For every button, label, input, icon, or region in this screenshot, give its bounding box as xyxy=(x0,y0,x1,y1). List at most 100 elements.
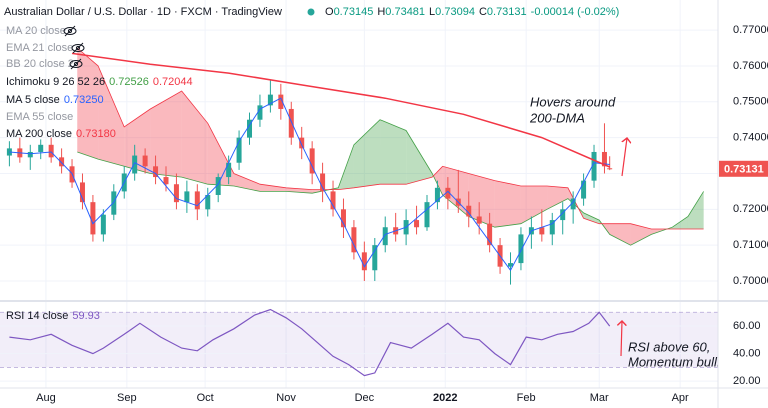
x-tick-label: Mar xyxy=(590,392,609,404)
x-tick-label: Nov xyxy=(276,392,296,404)
candle-body xyxy=(445,187,451,199)
moving-average xyxy=(9,97,610,272)
ohlc-value: 0.73094 xyxy=(435,6,475,18)
candle-body xyxy=(163,177,169,185)
candle-body xyxy=(607,168,613,170)
cloud-segment xyxy=(609,223,631,246)
candle-body xyxy=(591,151,597,181)
ohlc-label: L xyxy=(429,6,435,18)
candle-body xyxy=(267,94,273,106)
legend-hidden[interactable]: BB 20 close 2 xyxy=(6,58,74,70)
candle-body xyxy=(476,216,482,224)
title: Australian Dollar / U.S. Dollar · 1D · F… xyxy=(4,6,282,18)
candle-body xyxy=(132,155,138,174)
legend-hidden[interactable]: MA 20 close xyxy=(6,25,66,37)
legend-value: 0.72044 xyxy=(153,76,193,88)
cloud-segment xyxy=(630,223,652,246)
candle-body xyxy=(236,137,242,163)
ichimoku-span-b xyxy=(77,47,704,230)
cloud-segment xyxy=(259,184,287,192)
legend-hidden[interactable]: EMA 21 close xyxy=(6,42,73,54)
candle-body xyxy=(508,263,514,267)
ohlc-label: O xyxy=(325,6,334,18)
candle-body xyxy=(6,148,12,156)
ohlc-value: 0.73145 xyxy=(334,6,374,18)
candle-body xyxy=(466,205,472,217)
cloud-segment xyxy=(98,65,125,167)
candle-body xyxy=(153,166,159,178)
status-dot xyxy=(307,8,315,16)
legend-value: 0.73250 xyxy=(64,94,104,106)
candle-body xyxy=(320,173,326,192)
last-price-label: 0.73131 xyxy=(724,164,764,176)
time-scale-bg xyxy=(0,388,768,408)
last-price-tag xyxy=(719,160,768,177)
x-tick-label: 2022 xyxy=(433,392,457,404)
candle-body xyxy=(414,220,420,228)
ohlc-value: 0.73481 xyxy=(385,6,425,18)
cloud-segment xyxy=(77,48,99,160)
candle-body xyxy=(38,144,44,152)
candle-body xyxy=(278,94,284,109)
candle-body xyxy=(142,155,148,167)
candle-body xyxy=(351,227,357,253)
eye-off-icon[interactable] xyxy=(69,58,83,70)
rsi-tick-label: 20.00 xyxy=(733,375,761,387)
candle-body xyxy=(434,187,440,203)
candle-body xyxy=(361,252,367,271)
candle-body xyxy=(581,180,587,199)
candle-body xyxy=(382,227,388,246)
hidden-icons xyxy=(63,25,85,70)
annotation: RSI above 60, xyxy=(628,339,710,354)
cloud-segment xyxy=(583,212,600,224)
price-pane xyxy=(0,0,718,300)
legend-name: MA 5 close xyxy=(6,94,60,106)
price-scale-bg xyxy=(718,0,768,408)
candle-body xyxy=(100,214,106,235)
candle-body xyxy=(257,105,263,120)
x-tick-label: Aug xyxy=(36,392,56,404)
candle-body xyxy=(79,182,85,203)
candle-body xyxy=(340,209,346,228)
annotation: Momentum bulli xyxy=(628,354,721,369)
candle-body xyxy=(518,234,524,264)
cloud-segment xyxy=(468,173,495,228)
x-tick-label: Dec xyxy=(355,392,375,404)
legend-item[interactable]: Ichimoku 9 26 52 26 0.72526 0.72044 xyxy=(6,76,193,88)
cloud-segment xyxy=(380,119,407,185)
candle-body xyxy=(226,162,232,178)
ohlc: O0.73145 H0.73481 L0.73094 C0.73131 -0.00014… xyxy=(325,6,619,18)
legend-hidden[interactable]: EMA 55 close xyxy=(6,111,73,123)
rsi-line xyxy=(9,308,611,377)
candle-body xyxy=(48,144,54,158)
x-tick-label: Sep xyxy=(117,392,137,404)
candle-body xyxy=(560,209,566,221)
candle-body xyxy=(601,151,607,167)
y-tick-label: 0.77000 xyxy=(733,24,768,36)
cloud-segment xyxy=(233,173,260,192)
legend-name: MA 200 close xyxy=(6,128,72,140)
legend-value: 0.72526 xyxy=(109,76,149,88)
rsi-pane xyxy=(0,302,718,388)
legend-item[interactable]: MA 200 close 0.73180 xyxy=(6,128,116,140)
cloud-segment xyxy=(406,130,433,185)
arrow xyxy=(621,138,627,177)
candle-body xyxy=(570,198,576,210)
cloud-segment xyxy=(150,91,182,178)
legend-name: RSI 14 close xyxy=(6,310,68,322)
annotation: 200-DMA xyxy=(529,110,585,125)
candle-body xyxy=(27,151,33,158)
eye-off-icon[interactable] xyxy=(63,25,77,37)
legend-item[interactable]: MA 5 close 0.73250 xyxy=(6,94,104,106)
candle-body xyxy=(309,148,315,174)
rsi-tick-label: 40.00 xyxy=(733,347,761,359)
rsi-band xyxy=(0,312,718,368)
eye-off-icon[interactable] xyxy=(71,42,85,54)
rsi-legend[interactable]: RSI 14 close 59.93 xyxy=(6,310,100,322)
